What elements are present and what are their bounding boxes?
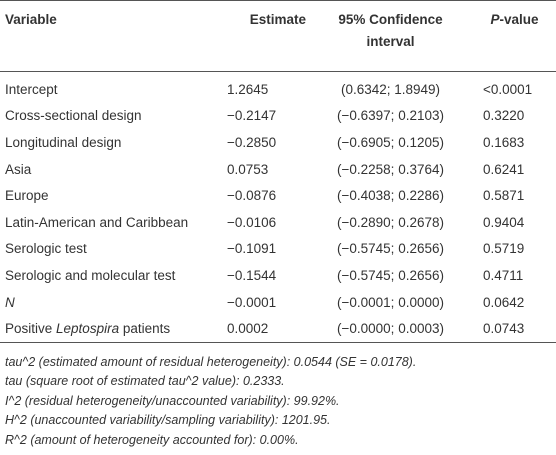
- table-body: Intercept 1.2645 (0.6342; 1.8949) <0.0001 Cr…: [0, 72, 556, 343]
- table-cell: 0.9404: [483, 214, 525, 230]
- table-cell: Cross-sectional design: [5, 108, 142, 124]
- table-cell: −0.0001: [227, 294, 277, 310]
- table-cell: −0.1091: [227, 241, 277, 257]
- header-row: Variable Estimate 95% Confidence interval P…: [0, 0, 556, 72]
- table-cell: (−0.0000; 0.0003): [337, 321, 444, 337]
- column-header: Estimate: [205, 0, 308, 72]
- results-table: Variable Estimate 95% Confidence interval P…: [0, 0, 556, 343]
- footnote: H^2 (unaccounted variability/sampling va…: [5, 413, 331, 428]
- table-cell: 0.4711: [483, 267, 524, 283]
- footnote: tau^2 (estimated amount of residual hete…: [5, 354, 417, 369]
- footnote: tau (square root of estimated tau^2 valu…: [5, 374, 285, 389]
- table-row: Intercept 1.2645 (0.6342; 1.8949) <0.0001: [0, 72, 556, 103]
- table-cell: Asia: [5, 161, 32, 177]
- table-cell: (−0.6397; 0.2103): [337, 108, 444, 124]
- column-header: Variable: [0, 0, 205, 72]
- table-cell: Intercept: [5, 81, 58, 97]
- table-cell: 0.0002: [227, 321, 269, 337]
- table-row: N −0.0001 (−0.0001; 0.0000) 0.0642: [0, 289, 556, 316]
- table-cell: 0.5719: [483, 241, 525, 257]
- text-segment: P: [490, 12, 500, 27]
- table-row: Longitudinal design −0.2850 (−0.6905; 0.12…: [0, 129, 556, 156]
- table-cell: −0.2147: [227, 108, 277, 124]
- text-segment: Leptospira: [56, 321, 120, 337]
- table-cell: −0.2850: [227, 134, 277, 150]
- column-header: 95% Confidence interval: [308, 0, 473, 72]
- table-cell: 0.3220: [483, 108, 525, 124]
- table-cell: N: [0, 289, 205, 316]
- table-cell: 1.2645: [227, 81, 269, 97]
- table-cell: Latin-American and Caribbean: [5, 214, 189, 230]
- table-cell: Serologic and molecular test: [5, 267, 176, 283]
- table-cell: 0.1683: [483, 134, 525, 150]
- table-row: Europe −0.0876 (−0.4038; 0.2286) 0.5871: [0, 182, 556, 209]
- table-cell: Serologic test: [5, 241, 87, 257]
- text-segment: N: [5, 294, 15, 310]
- table-cell: Europe: [5, 188, 49, 204]
- table-row: Serologic test −0.1091 (−0.5745; 0.2656) 0.…: [0, 236, 556, 263]
- footnote: I^2 (residual heterogeneity/unaccounted …: [5, 393, 340, 408]
- table-cell: (−0.2890; 0.2678): [337, 214, 444, 230]
- table-cell: −0.1544: [227, 267, 277, 283]
- table-cell: (0.6342; 1.8949): [340, 81, 441, 97]
- table-row: Cross-sectional design −0.2147 (−0.6397; 0…: [0, 103, 556, 130]
- table-row: Latin-American and Caribbean −0.0106 (−0.2…: [0, 209, 556, 236]
- table-cell: 0.5871: [483, 188, 525, 204]
- table-cell: (−0.6905; 0.1205): [337, 134, 444, 150]
- table-cell: −0.0876: [227, 188, 277, 204]
- footnotes: tau^2 (estimated amount of residual hete…: [0, 353, 556, 451]
- table-cell: (−0.2258; 0.3764): [337, 161, 444, 177]
- table-row: Serologic and molecular test −0.1544 (−0.5…: [0, 262, 556, 289]
- text-segment: patients: [119, 321, 171, 337]
- table-cell: 0.0743: [483, 321, 525, 337]
- text-segment: -value: [499, 12, 539, 27]
- table-cell: (−0.5745; 0.2656): [337, 267, 444, 283]
- table-cell: 0.6241: [483, 161, 525, 177]
- table-cell: 0.0753: [227, 161, 269, 177]
- table-cell: (−0.0001; 0.0000): [337, 294, 444, 310]
- column-header: P-value: [473, 0, 556, 72]
- table-cell: Positive Leptospira patients: [0, 315, 205, 342]
- footnote: R^2 (amount of heterogeneity accounted f…: [5, 432, 299, 447]
- table-cell: <0.0001: [483, 81, 533, 97]
- table-cell: Longitudinal design: [5, 134, 122, 150]
- table-cell: −0.0106: [227, 214, 277, 230]
- table-cell: (−0.4038; 0.2286): [337, 188, 444, 204]
- table-cell: (−0.5745; 0.2656): [337, 241, 444, 257]
- table-row: Asia 0.0753 (−0.2258; 0.3764) 0.6241: [0, 156, 556, 183]
- text-segment: Positive: [5, 321, 57, 337]
- table-cell: 0.0642: [483, 294, 525, 310]
- table-row: Positive Leptospira patients 0.0002 (−0.00…: [0, 315, 556, 342]
